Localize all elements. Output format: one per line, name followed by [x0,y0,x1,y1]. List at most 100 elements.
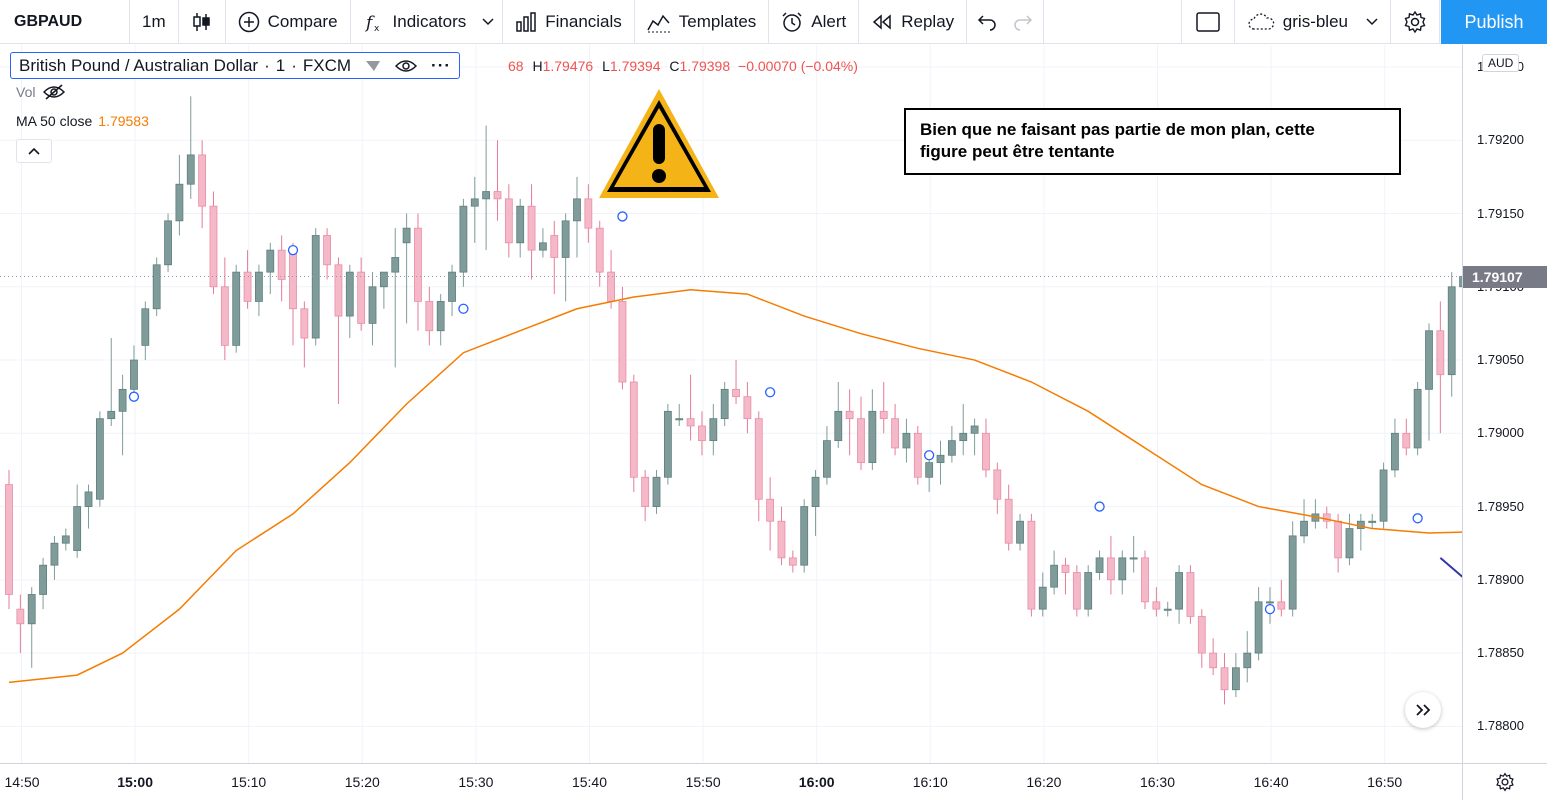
ma-legend[interactable]: MA 50 close 1.79583 [16,113,149,129]
volume-legend[interactable]: Vol [16,84,66,100]
currency-badge[interactable]: AUD [1482,54,1520,72]
candles-icon [191,11,213,33]
candle-body [130,359,138,390]
time-tick-label: 16:00 [798,774,835,790]
settings-button[interactable] [1391,0,1440,44]
event-marker [764,387,776,398]
candle-body [788,557,797,566]
chart-pane[interactable] [0,45,1462,763]
time-tick-label: 16:10 [912,774,948,790]
candle-body [232,271,241,346]
fullscreen-layout-button[interactable] [1182,0,1235,44]
gear-icon [1495,772,1515,792]
candle-body [732,388,740,398]
candle-body [527,205,536,251]
candle-body [777,520,786,559]
warning-sign-icon [596,86,722,207]
candle-body [357,271,366,324]
candle-body [425,301,434,332]
publish-button[interactable]: Publish [1441,0,1547,44]
alert-button[interactable]: Alert [769,0,860,44]
candle-body [50,542,59,566]
time-axis[interactable]: 14:50 15:00 15:10 15:20 15:30 15:40 15:50 16:00… [0,763,1462,800]
layout-name-button[interactable]: gris-bleu [1235,0,1391,44]
candle-body [1027,520,1036,610]
annotation-box[interactable]: Bien que ne faisant pas partie de mon pl… [904,108,1401,175]
price-chart[interactable] [0,45,1462,763]
alarm-clock-icon [781,11,803,33]
candle-body [1368,520,1377,523]
replay-button[interactable]: Replay [859,0,968,44]
svg-text:x: x [374,24,380,33]
price-axis[interactable]: 1.792501.792001.791501.791001.790501.790… [1462,45,1547,763]
candle-body [550,235,559,258]
undo-button[interactable] [967,0,1007,44]
chevron-down-icon [482,17,494,26]
eye-off-icon[interactable] [43,84,66,100]
candle-body [1129,557,1138,560]
price-tick-label: 1.78800 [1477,718,1524,734]
square-icon [1196,11,1220,32]
event-marker [128,391,140,402]
symbol-legend[interactable]: British Pound / Australian Dollar · 1 · … [10,52,461,79]
candle-body [255,271,263,302]
time-tick-label: 15:50 [685,774,721,790]
legend-interval: 1 [275,55,286,75]
trend-line [1439,557,1462,578]
flag-icon[interactable] [365,59,381,73]
candle-body [1402,432,1411,449]
candle-body [959,432,968,442]
candle-body [618,301,627,383]
candle-body [663,410,672,478]
candle-body [573,198,581,222]
candle-body [1084,572,1093,610]
candle-body [1095,557,1104,573]
candle-body [709,418,718,442]
price-tick-label: 1.79150 [1477,205,1524,221]
candle-body [1220,667,1229,691]
collapse-legend-button[interactable] [16,139,52,163]
candle-body [561,220,570,258]
price-tick-label: 1.79200 [1477,132,1524,148]
candle-body [982,432,990,471]
eye-icon[interactable] [395,59,418,73]
candle-body [686,418,695,427]
compare-label: Compare [267,11,338,31]
candle-body [720,388,729,420]
time-tick-label: 15:10 [231,774,267,790]
redo-button[interactable] [1007,0,1045,44]
ma-50-line [8,288,1462,684]
more-icon[interactable]: ··· [431,55,452,75]
interval-button[interactable]: 1m [130,0,179,44]
compare-button[interactable]: Compare [226,0,351,44]
financials-button[interactable]: Financials [503,0,635,44]
candle-body [504,198,513,244]
templates-button[interactable]: Templates [635,0,770,44]
publish-label: Publish [1464,11,1524,32]
candle-body [834,410,843,442]
candle-body [516,205,525,244]
close-value: 1.79398 [679,58,731,74]
candle-body [1209,652,1218,669]
candle-body [198,154,207,207]
candle-body [629,381,638,478]
chart-type-button[interactable] [179,0,226,44]
symbol-search-button[interactable]: GBPAUD [0,0,130,44]
candle-body [1447,286,1456,376]
undo-icon [977,13,997,31]
candle-body [266,249,275,273]
legend-exchange: FXCM [302,55,352,75]
scroll-to-realtime-button[interactable] [1405,692,1441,728]
financials-label: Financials [545,11,622,31]
candle-body [39,564,47,595]
plus-circle-icon [238,11,260,33]
candle-body [1436,330,1445,376]
chart-settings-corner[interactable] [1462,763,1547,800]
open-value: 68 [508,58,524,74]
candle-body [652,476,661,507]
chevron-up-icon [28,147,40,155]
candle-body [1277,601,1286,610]
